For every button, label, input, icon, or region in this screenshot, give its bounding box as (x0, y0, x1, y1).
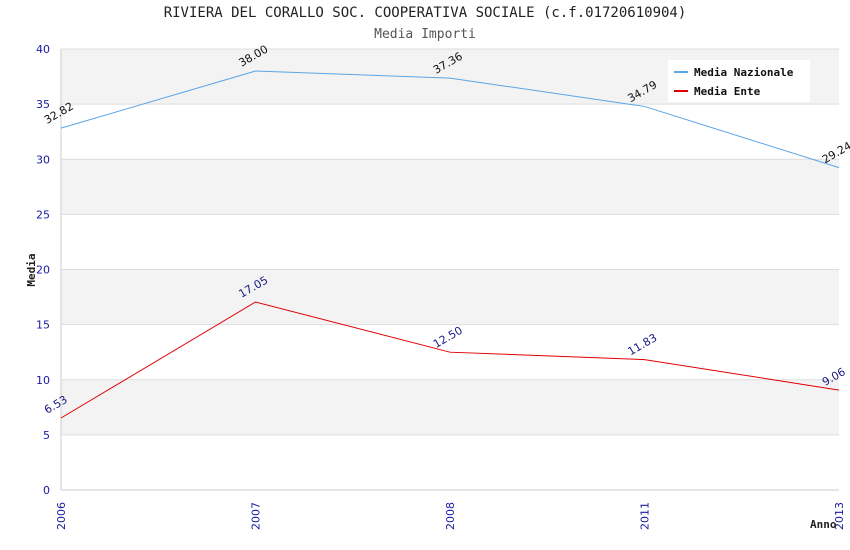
x-tick-label: 2013 (833, 502, 846, 530)
grid-lines (61, 48, 839, 491)
y-tick-label: 35 (36, 98, 50, 111)
y-tick-labels: 0 5 10 15 20 25 30 35 40 (36, 43, 50, 497)
y-axis-title: Media (25, 253, 38, 286)
series-line (60, 70, 840, 169)
legend-entry: Media Nazionale (694, 66, 794, 79)
series-line (60, 301, 840, 419)
y-tick-label: 10 (36, 374, 50, 387)
y-tick-label: 20 (36, 264, 50, 277)
grid-band (61, 434, 839, 490)
y-tick-label: 30 (36, 153, 50, 166)
x-tick-label: 2008 (444, 502, 457, 530)
legend: Media Nazionale Media Ente (668, 60, 810, 102)
grid-band (61, 269, 839, 325)
x-axis-title: Anno (810, 518, 837, 531)
grid-bands (61, 49, 839, 490)
chart-subtitle: Media Importi (374, 27, 476, 42)
x-tick-labels: 2006 2007 2008 2011 2013 (55, 502, 846, 530)
legend-entry: Media Ente (694, 85, 761, 98)
grid-band (61, 159, 839, 215)
series-lines (60, 70, 840, 419)
grid-band (61, 379, 839, 435)
x-tick-label: 2006 (55, 502, 68, 530)
y-tick-label: 40 (36, 43, 50, 56)
legend-box (668, 60, 810, 102)
grid-band (61, 104, 839, 160)
y-tick-label: 15 (36, 319, 50, 332)
y-tick-label: 0 (43, 484, 50, 497)
x-tick-label: 2011 (639, 502, 652, 530)
x-tick-label: 2007 (250, 502, 263, 530)
axes (60, 49, 839, 491)
y-tick-label: 5 (43, 429, 50, 442)
grid-band (61, 214, 839, 270)
y-tick-label: 25 (36, 208, 50, 221)
chart-title: RIVIERA DEL CORALLO SOC. COOPERATIVA SOC… (163, 5, 687, 21)
